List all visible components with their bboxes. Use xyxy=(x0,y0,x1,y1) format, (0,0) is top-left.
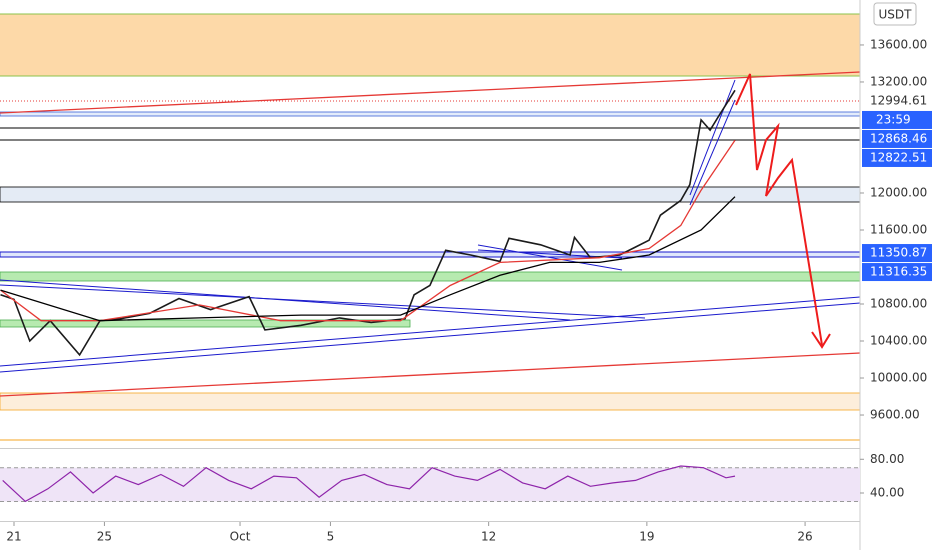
zone xyxy=(0,14,860,76)
trend-line xyxy=(0,302,861,373)
price-label: 11316.35 xyxy=(870,265,927,279)
zone xyxy=(0,111,861,117)
price-label-box xyxy=(862,263,932,282)
y-tick-label: 11600.00 xyxy=(870,222,927,236)
trend-line xyxy=(689,99,736,206)
y-tick-label: 12000.00 xyxy=(870,185,927,199)
trend-line xyxy=(0,352,861,397)
x-tick-label: 19 xyxy=(639,530,654,544)
moving-average xyxy=(0,196,736,322)
trend-line xyxy=(0,284,646,319)
x-tick-label: Oct xyxy=(230,530,251,544)
currency[interactable]: USDT xyxy=(879,8,913,22)
trend-line xyxy=(0,71,861,114)
y-tick-label: 9600.00 xyxy=(870,408,920,422)
drawings xyxy=(0,13,861,441)
y-tick-label: 10400.00 xyxy=(870,334,927,348)
trend-line xyxy=(0,296,861,367)
price-label: 12868.46 xyxy=(870,131,927,145)
rsi-tick-label: 40.00 xyxy=(870,486,904,500)
forecast-arrow xyxy=(735,73,823,346)
price-label-box xyxy=(862,91,932,110)
price-label: 12822.51 xyxy=(870,150,927,164)
price-label-box xyxy=(862,244,932,263)
price-label-box xyxy=(862,148,932,167)
price-label-box xyxy=(862,129,932,148)
zone xyxy=(0,319,411,328)
x-tick-label: 25 xyxy=(97,530,112,544)
price-label: 12994.61 xyxy=(870,93,927,107)
x-tick-label: 21 xyxy=(6,530,21,544)
pane-divider xyxy=(0,448,860,449)
y-tick-label: 13200.00 xyxy=(870,74,927,88)
moving-average xyxy=(0,139,736,322)
countdown-box xyxy=(862,110,932,129)
y-tick-label: 13600.00 xyxy=(870,37,927,51)
pane-divider xyxy=(0,521,860,522)
rsi-line xyxy=(2,465,736,503)
zone xyxy=(0,392,861,411)
trend-line xyxy=(689,79,736,196)
y-tick-label: 10800.00 xyxy=(870,297,927,311)
arrow-head xyxy=(811,331,831,349)
price-label: 11350.87 xyxy=(870,246,927,260)
rsi-band xyxy=(0,467,860,502)
y-tick-label: 10000.00 xyxy=(870,371,927,385)
trend-line xyxy=(477,244,623,271)
x-tick-label: 12 xyxy=(481,530,496,544)
x-tick-label: 5 xyxy=(327,530,335,544)
price-line xyxy=(0,89,736,357)
countdown: 23:59 xyxy=(876,112,911,126)
zone xyxy=(0,271,861,282)
currency-box[interactable] xyxy=(873,2,917,26)
rsi-tick-label: 80.00 xyxy=(870,452,904,466)
zone xyxy=(0,251,861,258)
x-tick-label: 26 xyxy=(797,530,812,544)
